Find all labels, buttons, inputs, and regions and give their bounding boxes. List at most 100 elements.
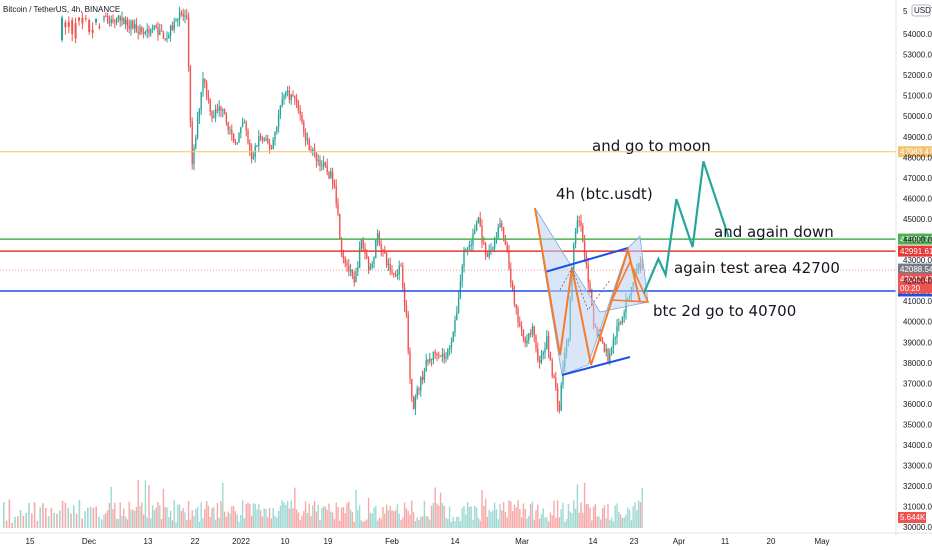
volume-bar [187,500,190,528]
level-tag-text: 42991.61 [900,247,932,256]
volume-tag-box [898,512,926,523]
volume-bar [222,482,224,528]
volume-bar [290,500,292,528]
price-tick-label: 35000.00 [903,420,932,429]
candle-body [418,388,420,391]
volume-bar [459,521,462,528]
candle-body [286,90,289,93]
candle-body [227,122,229,131]
candle-body [249,142,251,151]
candle-body [621,316,624,324]
volume-bar [641,487,643,528]
candle-body [529,333,532,335]
volume-bar [502,501,505,528]
candle-body [609,353,611,362]
candle-body [528,333,530,341]
volume-bar [17,516,19,528]
candle-body [389,264,391,271]
volume-bar [137,480,139,528]
volume-bar [67,507,69,528]
volume-bar [175,521,177,528]
candle-body [555,378,557,389]
candle-body [74,23,77,39]
volume-bar [193,516,195,528]
candle-body [394,274,397,276]
candle-body [407,314,409,351]
candle-body [211,111,213,119]
volume-bar [398,513,400,528]
candle-body [506,244,508,251]
level-tag-text: 43595.72 [900,235,932,244]
candle-body [342,254,345,259]
volume-bar [481,490,483,528]
volume-bar [600,519,602,528]
volume-bar [135,506,138,528]
price-tick-label: 39000.00 [903,338,932,347]
volume-bar [576,484,579,528]
volume-bar [130,509,132,528]
candle-body [553,375,555,379]
volume-bar [506,517,508,528]
volume-bar [101,519,103,528]
volume-bar [436,503,438,528]
candle-body [369,267,372,270]
volume-bar [279,505,282,528]
volume-bar [445,518,447,528]
volume-bar [463,505,465,528]
candle-body [366,253,368,259]
candle-body [247,130,249,143]
candle-body [412,397,415,410]
volume-bar [168,516,170,528]
volume-bar [267,517,269,528]
candle-body [160,30,163,32]
volume-bar [499,503,501,528]
volume-bar [405,508,408,528]
candle-body [135,24,138,32]
price-tick-label: 34000.00 [903,441,932,450]
candle-body [91,29,94,33]
level-tag-text: 47983.47 [900,148,932,157]
volume-bar [303,510,305,528]
candle-body [139,27,141,34]
volume-bar [146,517,148,528]
candle-body [562,366,564,385]
volume-bar [616,503,618,528]
candle-body [164,38,166,40]
candle-body [281,98,283,106]
volume-bar [114,502,116,528]
currency-box [911,4,931,17]
candle-body [238,133,240,143]
volume-bar [128,501,130,528]
price-tag-text: 42088.54 [900,265,932,274]
candle-body [231,129,233,135]
volume-bar [513,504,516,528]
candle-body [324,162,327,166]
volume-bar [178,504,181,528]
candle-body [574,231,577,244]
volume-bar [211,508,213,528]
volume-bar [295,509,298,528]
time-tick-label: 15 [26,537,35,546]
candle-body [533,326,535,336]
volume-bar [465,514,467,528]
volume-bar [126,519,129,528]
candle-body [445,357,447,359]
candle-body [493,242,496,249]
level-tag-green: 43595.72 [898,233,932,245]
volume-bar [349,509,352,528]
candle-body [427,359,429,362]
candle-body [297,101,300,111]
candle-body [484,243,487,255]
candle-body [385,252,388,266]
volume-bar [50,508,53,528]
candle-body [540,354,543,363]
volume-bar [259,510,262,528]
volume-bar [133,511,136,528]
candle-body [150,29,152,34]
volume-bar [59,510,61,528]
candle-body [187,17,190,67]
volume-bar [87,507,89,528]
volume-bar [571,513,573,528]
volume-bar [22,515,25,528]
